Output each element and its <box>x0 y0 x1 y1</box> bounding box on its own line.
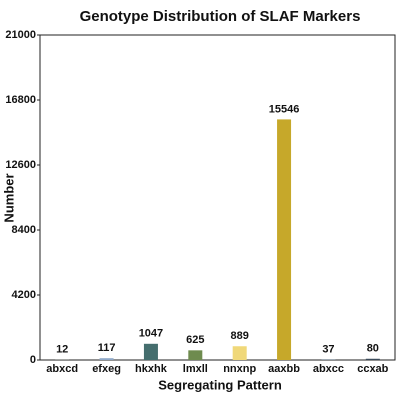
value-label: 1047 <box>139 328 163 340</box>
bar <box>232 346 247 360</box>
x-tick-label: aaxbb <box>268 363 300 375</box>
plot-frame <box>39 34 396 361</box>
y-tick-label: 21000 <box>5 29 36 41</box>
y-tick-label: 16800 <box>5 94 36 106</box>
y-axis-label: Number <box>1 173 16 222</box>
x-tick-label: abxcc <box>313 363 344 375</box>
x-tick-label: nnxnp <box>223 363 256 375</box>
y-tick-label: 4200 <box>12 289 36 301</box>
x-tick-label: lmxll <box>183 363 208 375</box>
y-tick-label: 8400 <box>12 224 36 236</box>
x-tick-label: hkxhk <box>135 363 168 375</box>
value-label: 37 <box>322 343 334 355</box>
y-tick-label: 12600 <box>5 159 36 171</box>
value-label: 625 <box>186 334 204 346</box>
value-label: 889 <box>231 330 249 342</box>
bar <box>365 358 380 360</box>
x-tick-label: ccxab <box>357 363 388 375</box>
value-label: 117 <box>98 342 116 354</box>
x-tick-label: abxcd <box>46 363 78 375</box>
bar <box>188 350 203 360</box>
x-axis-label: Segregating Pattern <box>158 377 282 392</box>
bar <box>99 358 114 360</box>
bar <box>277 119 292 361</box>
value-label: 15546 <box>269 103 300 115</box>
chart-title: Genotype Distribution of SLAF Markers <box>80 8 361 25</box>
value-label: 12 <box>56 344 68 356</box>
bar <box>143 343 158 360</box>
y-tick-label: 0 <box>30 354 36 366</box>
x-tick-label: efxeg <box>92 363 121 375</box>
bar <box>321 359 336 360</box>
value-label: 80 <box>367 343 379 355</box>
